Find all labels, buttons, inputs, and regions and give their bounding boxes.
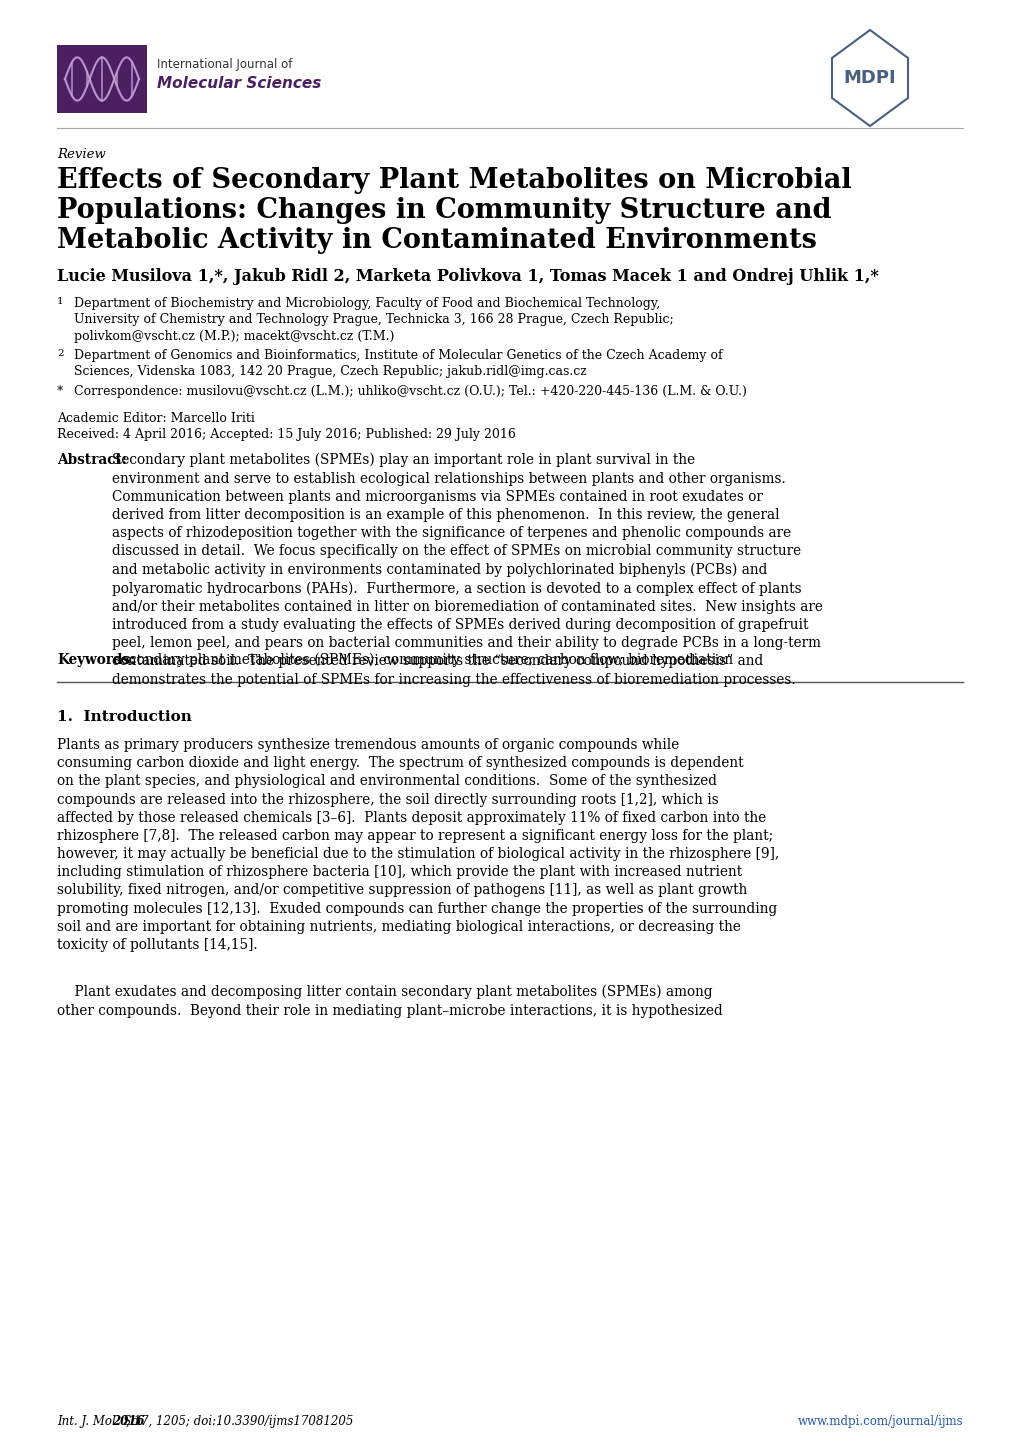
Text: Department of Biochemistry and Microbiology, Faculty of Food and Biochemical Tec: Department of Biochemistry and Microbiol… (74, 297, 674, 343)
Text: 1.  Introduction: 1. Introduction (57, 709, 192, 724)
Text: Abstract:: Abstract: (57, 453, 126, 467)
Text: Molecular Sciences: Molecular Sciences (157, 76, 321, 91)
Text: Lucie Musilova 1,*, Jakub Ridl 2, Marketa Polivkova 1, Tomas Macek 1 and Ondrej : Lucie Musilova 1,*, Jakub Ridl 2, Market… (57, 268, 878, 286)
Text: www.mdpi.com/journal/ijms: www.mdpi.com/journal/ijms (797, 1415, 962, 1428)
Text: Keywords:: Keywords: (57, 653, 135, 668)
Text: secondary plant metabolites (SPMEs); community structure; carbon flow; bioremedi: secondary plant metabolites (SPMEs); com… (114, 653, 733, 668)
Bar (57, 45, 147, 112)
Text: 2016: 2016 (112, 1415, 145, 1428)
Text: Academic Editor: Marcello Iriti: Academic Editor: Marcello Iriti (57, 412, 255, 425)
Text: Correspondence: musilovu@vscht.cz (L.M.); uhliko@vscht.cz (O.U.); Tel.: +420-220: Correspondence: musilovu@vscht.cz (L.M.)… (74, 385, 746, 398)
Text: , 17, 1205; doi:10.3390/ijms17081205: , 17, 1205; doi:10.3390/ijms17081205 (126, 1415, 353, 1428)
Text: Metabolic Activity in Contaminated Environments: Metabolic Activity in Contaminated Envir… (57, 226, 816, 254)
Text: Secondary plant metabolites (SPMEs) play an important role in plant survival in : Secondary plant metabolites (SPMEs) play… (112, 453, 822, 686)
Text: MDPI: MDPI (843, 69, 896, 87)
Text: Populations: Changes in Community Structure and: Populations: Changes in Community Struct… (57, 198, 830, 224)
Text: Department of Genomics and Bioinformatics, Institute of Molecular Genetics of th: Department of Genomics and Bioinformatic… (74, 349, 721, 378)
Text: Plants as primary producers synthesize tremendous amounts of organic compounds w: Plants as primary producers synthesize t… (57, 738, 779, 952)
Text: Int. J. Mol. Sci.: Int. J. Mol. Sci. (57, 1415, 149, 1428)
Text: 2: 2 (57, 349, 63, 358)
Text: Received: 4 April 2016; Accepted: 15 July 2016; Published: 29 July 2016: Received: 4 April 2016; Accepted: 15 Jul… (57, 428, 516, 441)
Text: International Journal of: International Journal of (157, 58, 292, 71)
Text: Review: Review (57, 149, 106, 162)
Text: Effects of Secondary Plant Metabolites on Microbial: Effects of Secondary Plant Metabolites o… (57, 167, 851, 195)
Text: Plant exudates and decomposing litter contain secondary plant metabolites (SPMEs: Plant exudates and decomposing litter co… (57, 985, 722, 1018)
Text: *: * (57, 385, 63, 398)
Text: 1: 1 (57, 297, 63, 306)
